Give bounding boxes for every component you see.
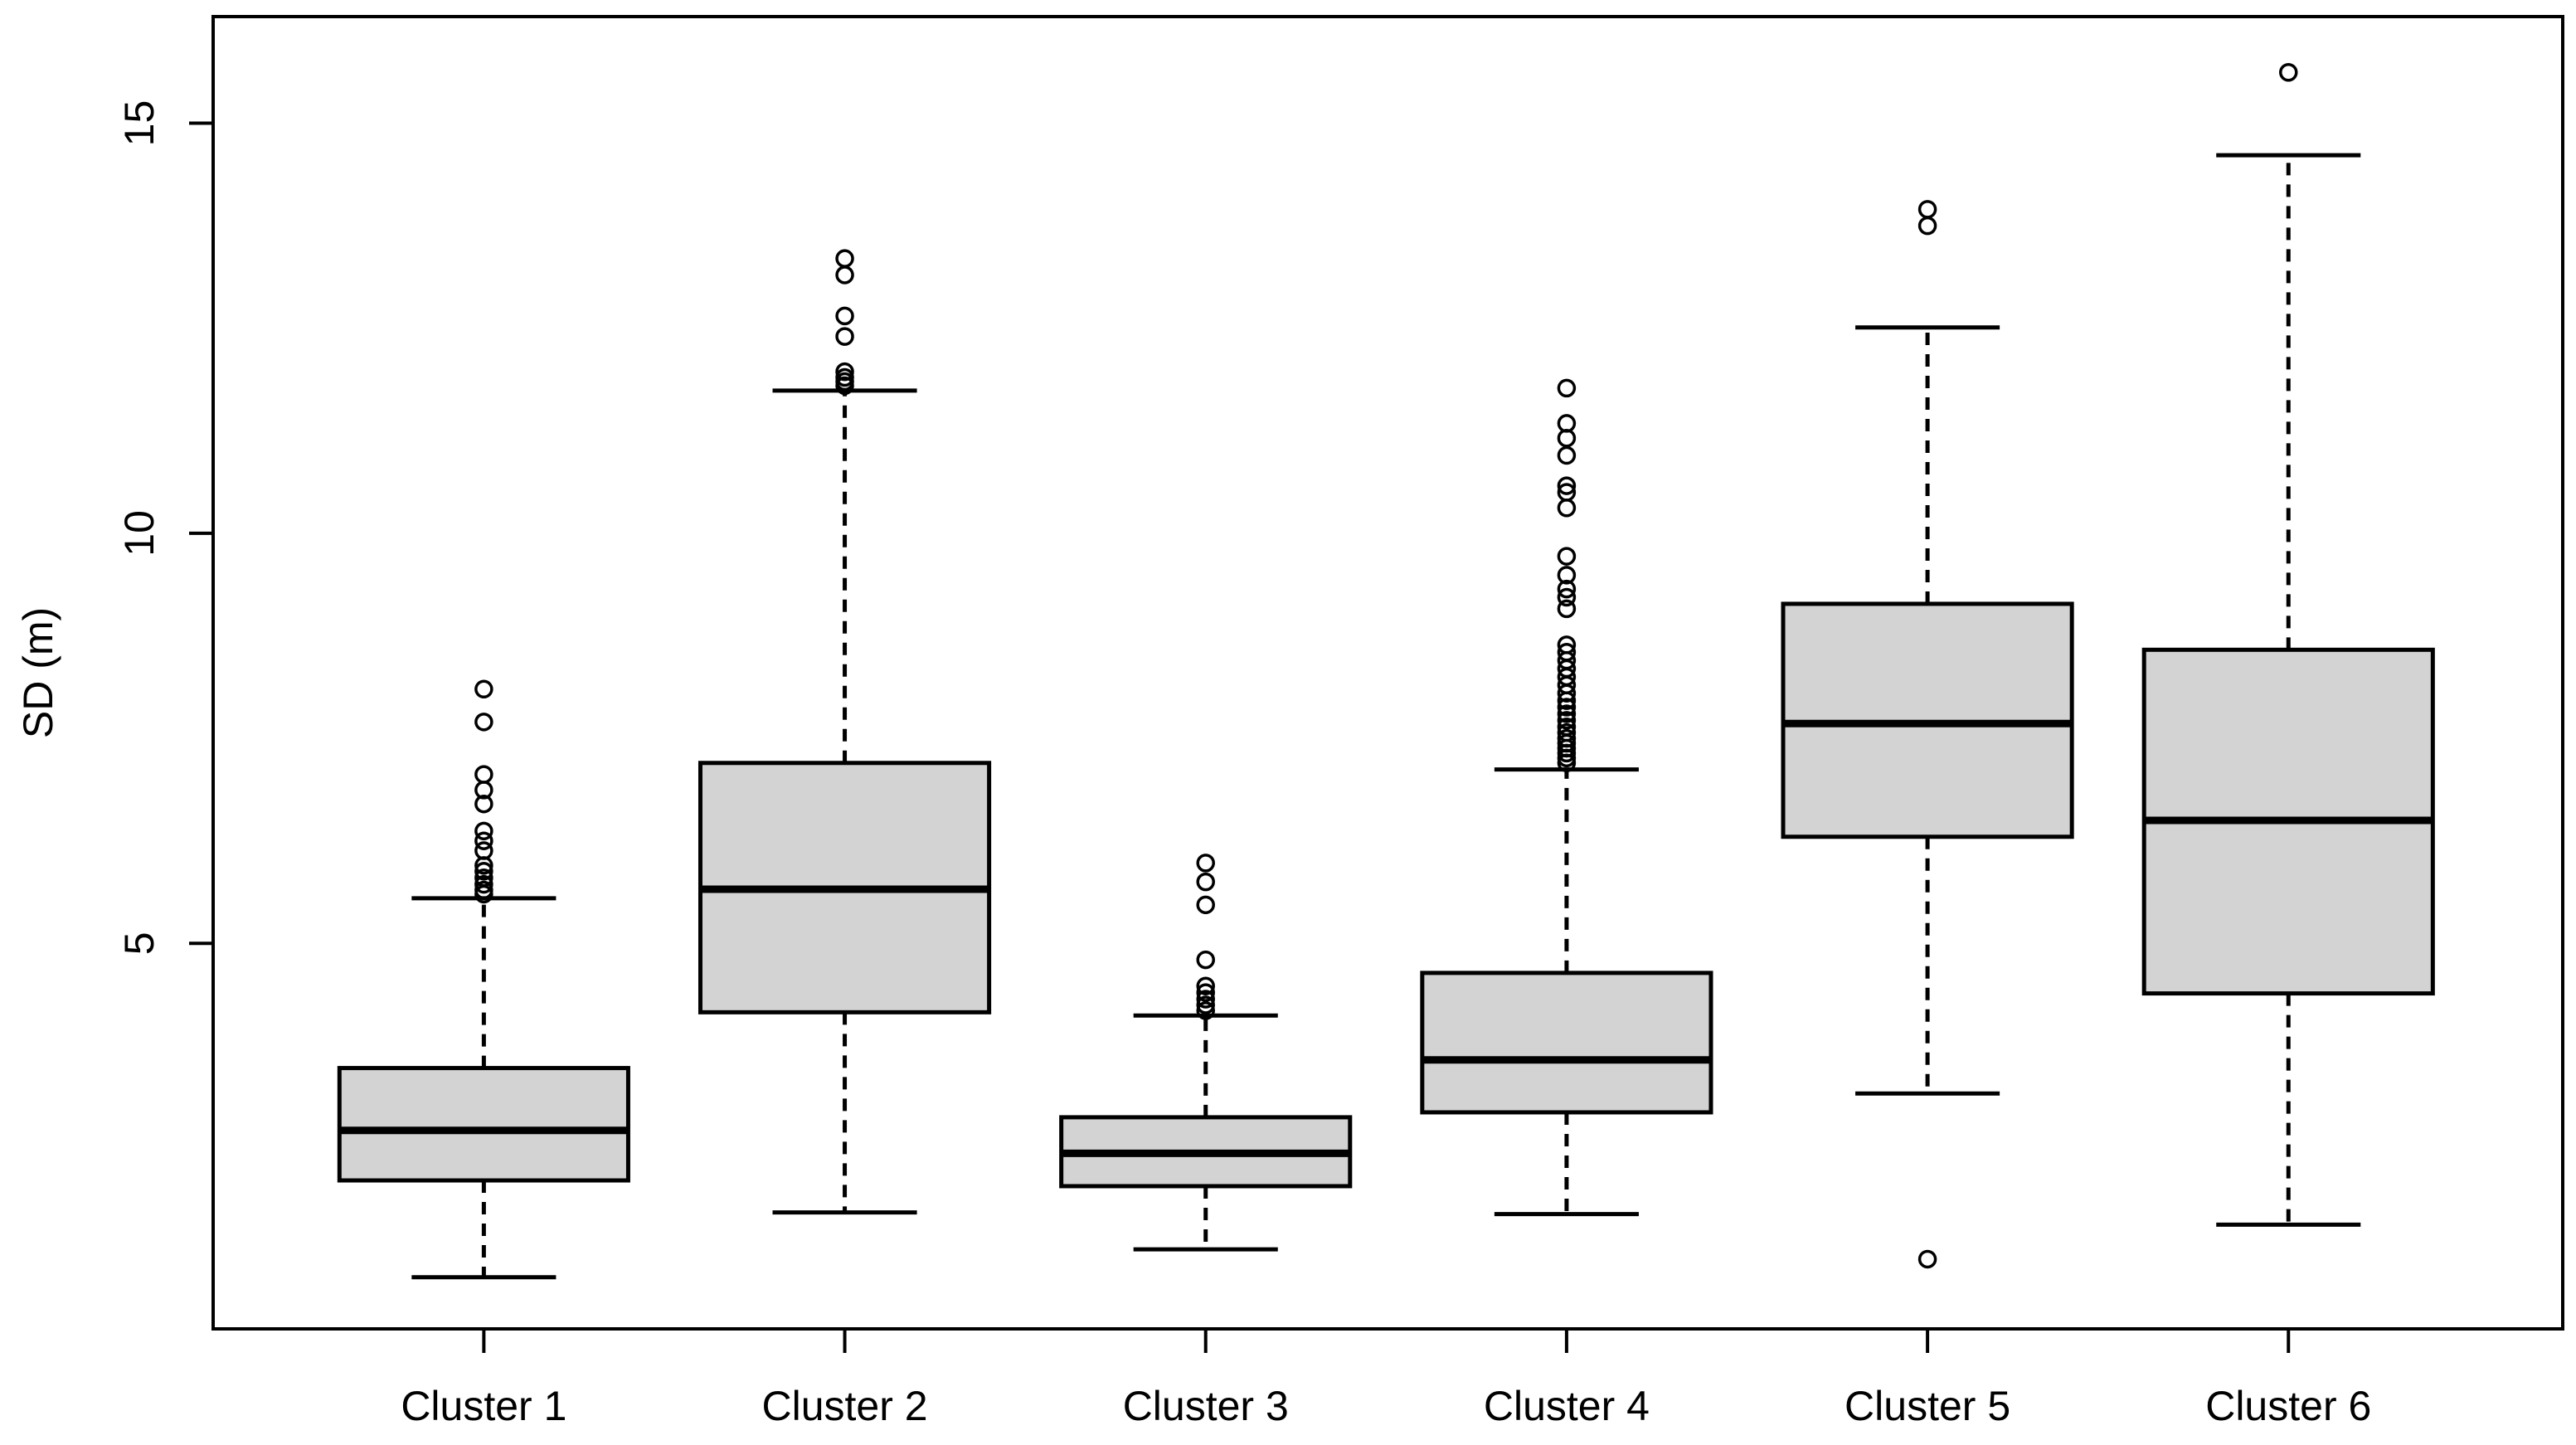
outlier-point bbox=[2279, 62, 2298, 82]
outlier-point bbox=[474, 713, 493, 732]
outlier-point bbox=[1557, 635, 1577, 654]
outlier-point bbox=[1196, 995, 1215, 1014]
outlier-point bbox=[1557, 643, 1577, 662]
outlier-point bbox=[1557, 698, 1577, 717]
outlier-point bbox=[474, 841, 493, 860]
outlier-point bbox=[474, 794, 493, 814]
outlier-point bbox=[474, 831, 493, 850]
outlier-point bbox=[1557, 587, 1577, 607]
outlier-point bbox=[1557, 711, 1577, 730]
outlier-point bbox=[474, 765, 493, 784]
outlier-point bbox=[474, 874, 493, 894]
box-group-cluster-2 bbox=[697, 249, 992, 1215]
box-group-cluster-6 bbox=[2141, 62, 2435, 1227]
outlier-point bbox=[1196, 950, 1215, 970]
x-category-label: Cluster 2 bbox=[762, 1383, 928, 1429]
outlier-point bbox=[1557, 718, 1577, 737]
outlier-point bbox=[835, 367, 854, 387]
outlier-point bbox=[1196, 1001, 1215, 1020]
outlier-point bbox=[1557, 547, 1577, 566]
iqr-box bbox=[1420, 971, 1713, 1115]
outlier-point bbox=[1196, 976, 1215, 995]
outlier-point bbox=[1557, 704, 1577, 723]
outlier-point bbox=[1557, 722, 1577, 742]
box-group-cluster-5 bbox=[1781, 200, 2074, 1269]
outlier-point bbox=[474, 868, 493, 888]
outlier-point bbox=[1557, 499, 1577, 518]
plot-frame bbox=[211, 15, 2564, 1331]
outlier-point bbox=[1557, 728, 1577, 748]
outlier-point bbox=[1917, 200, 1937, 219]
outlier-point bbox=[1196, 872, 1215, 892]
outlier-point bbox=[1917, 1249, 1937, 1269]
outlier-point bbox=[1196, 854, 1215, 873]
x-category-label: Cluster 1 bbox=[401, 1383, 566, 1429]
outlier-point bbox=[1557, 445, 1577, 465]
outlier-point bbox=[1196, 990, 1215, 1009]
box-group-cluster-3 bbox=[1059, 854, 1353, 1252]
outlier-point bbox=[1917, 216, 1937, 236]
outlier-point bbox=[474, 821, 493, 841]
y-axis-title: SD (m) bbox=[15, 607, 61, 738]
x-category-label: Cluster 6 bbox=[2205, 1383, 2371, 1429]
outlier-point bbox=[474, 880, 493, 900]
outlier-point bbox=[1557, 414, 1577, 433]
outlier-point bbox=[835, 362, 854, 382]
outlier-point bbox=[835, 249, 854, 268]
outlier-point bbox=[835, 265, 854, 285]
y-tick-label: 10 bbox=[116, 510, 163, 557]
y-tick-label: 5 bbox=[116, 932, 163, 955]
outlier-point bbox=[1557, 566, 1577, 585]
outlier-point bbox=[1557, 476, 1577, 495]
outlier-point bbox=[1196, 983, 1215, 1002]
x-category-label: Cluster 5 bbox=[1845, 1383, 2010, 1429]
outlier-point bbox=[474, 679, 493, 699]
outlier-point bbox=[1557, 378, 1577, 398]
outlier-point bbox=[1557, 483, 1577, 502]
x-category-label: Cluster 4 bbox=[1484, 1383, 1650, 1429]
y-tick-label: 15 bbox=[116, 100, 163, 147]
outlier-point bbox=[1196, 895, 1215, 915]
outlier-point bbox=[474, 862, 493, 881]
outlier-point bbox=[1557, 579, 1577, 599]
outlier-point bbox=[1557, 599, 1577, 619]
iqr-box bbox=[337, 1066, 630, 1183]
outlier-point bbox=[835, 327, 854, 346]
box-group-cluster-4 bbox=[1420, 378, 1713, 1217]
x-category-label: Cluster 3 bbox=[1123, 1383, 1289, 1429]
box-group-cluster-1 bbox=[337, 679, 630, 1280]
outlier-point bbox=[835, 306, 854, 326]
